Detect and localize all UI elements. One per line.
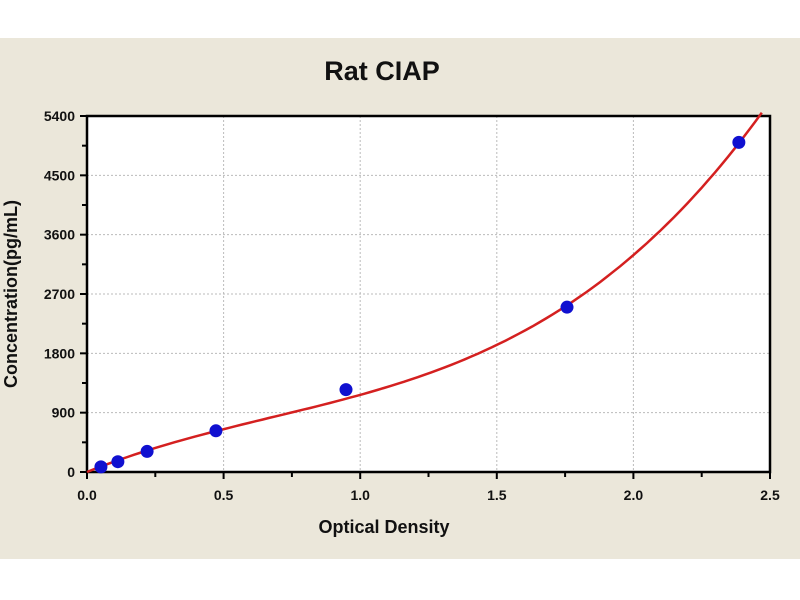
x-tick-label: 0.5 [214,487,234,503]
y-tick-label: 900 [52,405,76,421]
y-tick-label: 2700 [44,286,75,302]
fit-curve [86,111,763,474]
chart-title: Rat CIAP [324,56,440,86]
x-tick-label: 1.5 [487,487,507,503]
x-axis-label: Optical Density [318,517,449,537]
y-axis-label: Concentration(pg/mL) [1,200,21,388]
y-tick-label: 4500 [44,167,75,183]
data-point [339,383,353,397]
data-point [732,135,746,149]
x-tick-label: 1.0 [350,487,370,503]
data-point [140,444,154,458]
x-tick-label: 2.5 [760,487,780,503]
y-tick-label: 1800 [44,345,75,361]
plot-frame [85,114,772,474]
y-tick-label: 3600 [44,227,75,243]
data-point [94,460,108,474]
x-tick-label: 2.0 [624,487,644,503]
data-point [111,455,125,469]
x-tick-label: 0.0 [77,487,97,503]
y-tick-label: 5400 [44,108,75,124]
data-point [209,424,223,438]
data-point [560,300,574,314]
y-tick-label: 0 [67,464,75,480]
